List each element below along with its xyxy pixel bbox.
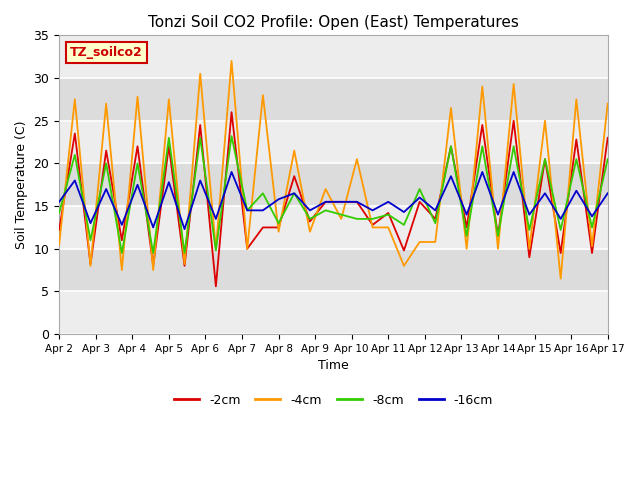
Legend: -2cm, -4cm, -8cm, -16cm: -2cm, -4cm, -8cm, -16cm: [169, 389, 498, 411]
Bar: [59, 120, 608, 163]
Bar: [59, 36, 608, 78]
Text: TZ_soilco2: TZ_soilco2: [70, 46, 143, 59]
Title: Tonzi Soil CO2 Profile: Open (East) Temperatures: Tonzi Soil CO2 Profile: Open (East) Temp…: [148, 15, 519, 30]
Bar: [59, 291, 608, 334]
Bar: [59, 206, 608, 249]
X-axis label: Time: Time: [318, 360, 349, 372]
Y-axis label: Soil Temperature (C): Soil Temperature (C): [15, 120, 28, 249]
